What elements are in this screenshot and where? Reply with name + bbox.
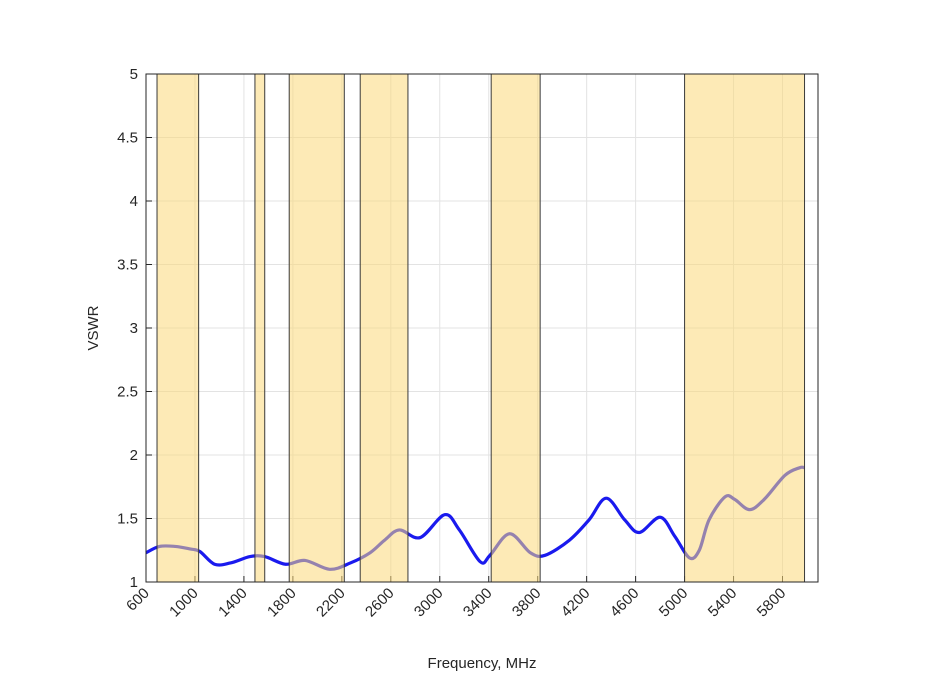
y-tick-label: 4 [130, 193, 138, 210]
x-tick-label: 2600 [362, 585, 398, 621]
x-tick-label: 3400 [460, 585, 496, 621]
y-tick-label: 4.5 [117, 130, 138, 147]
y-tick-label: 2.5 [117, 384, 138, 401]
highlight-band [684, 73, 806, 583]
x-tick-label: 3800 [509, 585, 545, 621]
x-tick-label: 4600 [607, 585, 643, 621]
highlight-band [490, 73, 541, 583]
highlight-band [288, 73, 345, 583]
y-tick-label: 3.5 [117, 257, 138, 274]
x-tick-label: 1400 [215, 585, 251, 621]
highlight-band [156, 73, 200, 583]
x-tick-label: 3000 [411, 585, 447, 621]
x-tick-label: 2200 [313, 585, 349, 621]
x-tick-label: 1000 [166, 585, 202, 621]
x-tick-label: 600 [123, 585, 153, 615]
axes-box [145, 73, 819, 583]
y-tick-label: 2 [130, 447, 138, 464]
y-tick-label: 5 [130, 66, 138, 83]
x-tick-label: 5000 [656, 585, 692, 621]
x-tick-label: 1800 [264, 585, 300, 621]
y-tick-label: 1 [130, 574, 138, 591]
y-tick-label: 1.5 [117, 511, 138, 528]
x-axis-label: Frequency, MHz [428, 655, 537, 672]
x-tick-label: 4200 [558, 585, 594, 621]
x-tick-label: 5400 [705, 585, 741, 621]
y-axis-label: VSWR [85, 305, 102, 350]
highlight-band [359, 73, 409, 583]
y-tick-label: 3 [130, 320, 138, 337]
x-tick-label: 5800 [754, 585, 790, 621]
highlight-band [254, 73, 266, 583]
